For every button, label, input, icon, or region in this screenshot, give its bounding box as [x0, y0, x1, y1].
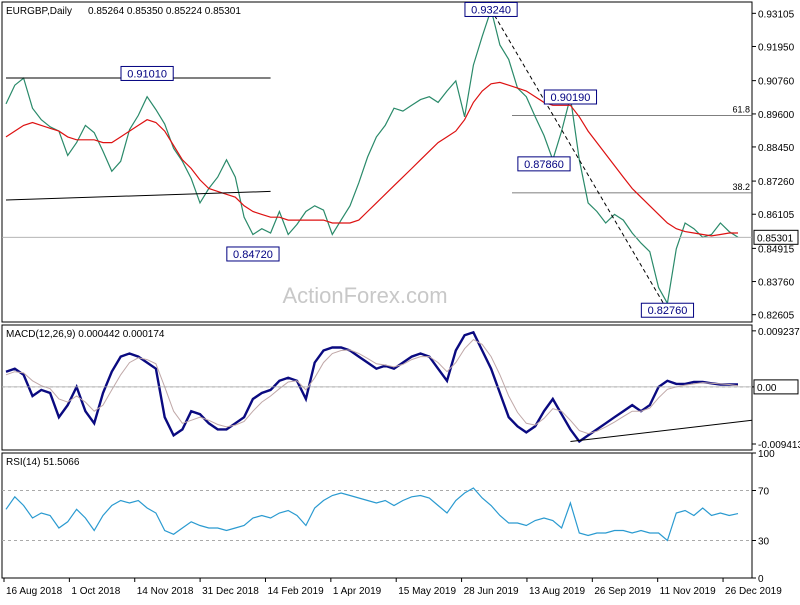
x-tick-label: 14 Nov 2018 — [137, 586, 194, 597]
last-value-label: 0.85301 — [757, 233, 794, 244]
x-tick-label: 13 Aug 2019 — [529, 586, 586, 597]
y-tick-label: 0.89600 — [758, 110, 795, 121]
price-label-box — [120, 65, 174, 81]
fib-label: 61.8 — [732, 104, 750, 114]
price-label-box — [226, 246, 280, 262]
x-tick-label: 15 May 2019 — [398, 586, 456, 597]
x-tick-label: 1 Oct 2018 — [71, 586, 120, 597]
y-tick-label: 0.88450 — [758, 143, 795, 154]
price-label: 0.91010 — [127, 68, 167, 80]
price-label-box — [464, 1, 518, 17]
price-label-box — [543, 89, 598, 105]
y-tick-label: 0.009237 — [758, 327, 800, 338]
y-tick-label: 100 — [758, 449, 775, 460]
price-label: 0.84720 — [233, 249, 273, 261]
y-tick-label: 0 — [758, 574, 764, 585]
x-tick-label: 31 Dec 2018 — [202, 586, 259, 597]
panel-title-price: EURGBP,Daily — [6, 6, 72, 17]
trend-line — [5, 190, 271, 201]
last-value-box — [753, 229, 799, 245]
series-line-signal — [5, 338, 739, 435]
y-tick-label: 30 — [758, 537, 770, 548]
price-label-box — [640, 302, 695, 318]
price-label: 0.82760 — [648, 305, 688, 317]
y-tick-label: 0.93105 — [758, 9, 795, 20]
x-tick-label: 11 Nov 2019 — [660, 586, 716, 597]
series-line-moving-average — [5, 81, 738, 237]
fib-label: 38.2 — [732, 182, 750, 192]
price-label-box — [517, 156, 571, 172]
x-tick-label: 26 Sep 2019 — [594, 586, 651, 597]
y-tick-label: -0.009413 — [758, 440, 800, 451]
panel-frame-macd — [1, 324, 753, 451]
price-label: 0.90190 — [551, 92, 591, 104]
panel-title-rsi: RSI(14) 51.5066 — [6, 457, 80, 468]
x-tick-label: 28 Jun 2019 — [464, 586, 519, 597]
trend-line — [490, 9, 668, 311]
y-tick-label: 0.82605 — [758, 311, 795, 322]
last-value-box — [753, 379, 799, 395]
watermark: ActionForex.com — [282, 283, 447, 308]
price-label: 0.93240 — [471, 4, 511, 16]
panel-title-macd: MACD(12,26,9) 0.000442 0.000174 — [6, 329, 165, 340]
y-tick-label: 0.86105 — [758, 210, 795, 221]
last-value-label: 0.00 — [757, 383, 777, 394]
y-tick-label: 0.84915 — [758, 244, 795, 255]
y-tick-label: 0.87260 — [758, 177, 795, 188]
x-tick-label: 16 Aug 2018 — [6, 586, 63, 597]
y-tick-label: 70 — [758, 487, 770, 498]
y-tick-label: 0.91950 — [758, 42, 795, 53]
y-tick-label: 0.90760 — [758, 77, 795, 88]
x-tick-label: 14 Feb 2019 — [267, 586, 324, 597]
panel-frame-rsi — [1, 452, 753, 579]
series-line-rsi — [5, 487, 739, 542]
y-tick-label: 0.83760 — [758, 278, 795, 289]
price-label: 0.87860 — [524, 159, 564, 171]
panel-frame-price — [1, 1, 753, 323]
ohlc-readout: 0.85264 0.85350 0.85224 0.85301 — [88, 6, 241, 17]
series-line-price — [5, 7, 739, 306]
x-tick-label: 1 Apr 2019 — [333, 586, 382, 597]
trend-line — [570, 419, 753, 443]
x-tick-label: 26 Dec 2019 — [725, 586, 782, 597]
series-line-macd — [5, 330, 738, 444]
